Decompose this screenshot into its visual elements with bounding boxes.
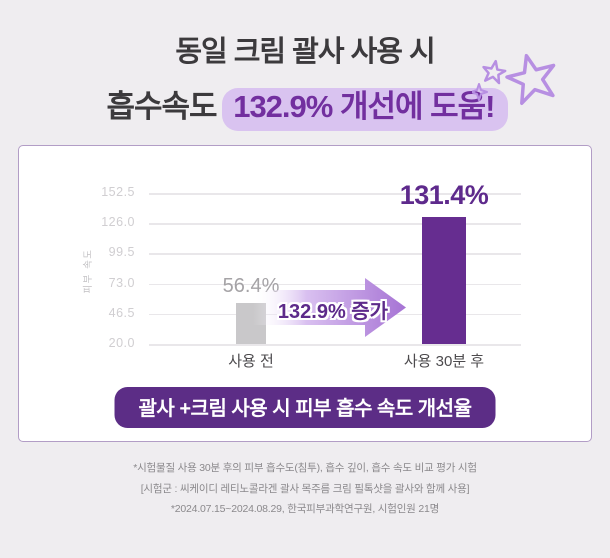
gridline xyxy=(149,344,521,346)
y-tick-label: 20.0 xyxy=(108,336,135,350)
sparkle-stars-icon xyxy=(472,53,556,105)
title-highlight: 132.9% 개선에 도움! xyxy=(222,81,508,131)
chart-title-badge-label: 괄사 +크림 사용 시 피부 흡수 속도 개선율 xyxy=(138,398,472,420)
footnotes: *시험물질 사용 30분 후의 피부 흡수도(침투), 흡수 깊이, 흡수 속도… xyxy=(0,458,610,520)
footnote-line-1: *시험물질 사용 30분 후의 피부 흡수도(침투), 흡수 깊이, 흡수 속도… xyxy=(133,462,477,474)
increase-arrow-icon xyxy=(253,278,406,337)
gridline xyxy=(149,193,521,195)
gridline xyxy=(149,253,521,255)
increase-annotation: 132.9% 증가 xyxy=(277,301,389,323)
gridline xyxy=(149,283,521,286)
title-line2-plain: 흡수속도 xyxy=(106,89,217,124)
category-label: 사용 전 xyxy=(228,353,274,370)
title-line-1: 동일 크림 괄사 사용 시 xyxy=(175,36,435,68)
chart-title-badge: 괄사 +크림 사용 시 피부 흡수 속도 개선율 xyxy=(114,387,496,428)
gridline xyxy=(149,223,521,225)
y-tick-label: 152.5 xyxy=(101,185,135,199)
y-tick-label: 99.5 xyxy=(108,245,135,260)
y-tick-label: 73.0 xyxy=(108,275,135,290)
bar-after-use xyxy=(422,217,466,344)
category-label: 사용 30분 후 xyxy=(403,353,485,370)
title-line-2: 흡수속도 132.9% 개선에 도움! xyxy=(0,81,610,131)
bar-value-label: 131.4% xyxy=(399,180,489,211)
y-tick-label: 126.0 xyxy=(101,215,135,230)
y-tick-label: 46.5 xyxy=(108,305,135,320)
footnote-line-3: *2024.07.15~2024.08.29, 한국피부과학연구원, 시험인원 … xyxy=(170,503,440,515)
chart-card: 피부 속도 152.5 126.0 99.5 73.0 46.5 20.0 56.4% 사용… xyxy=(18,145,592,442)
title-line2-highlight: 132.9% 개선에 도움! xyxy=(233,89,495,124)
footnote-line-2: [시험군 : 씨케이디 레티노콜라겐 괄사 목주름 크림 필톡샷을 괄사와 함께… xyxy=(140,482,470,495)
highlight-background xyxy=(222,88,508,131)
